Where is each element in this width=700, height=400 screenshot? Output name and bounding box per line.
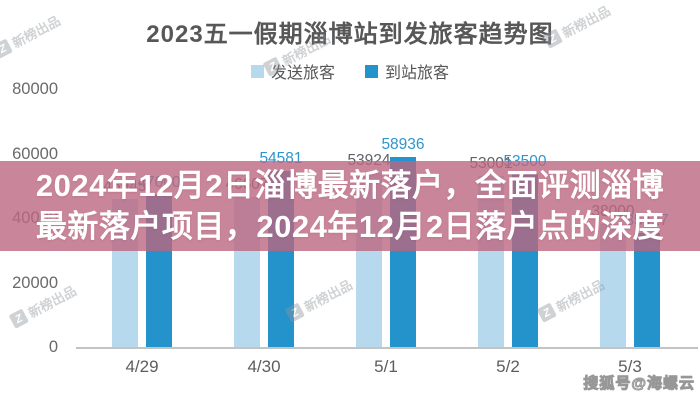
x-axis-tick-4-30: 4/30 [247, 357, 281, 376]
newrank-logo-icon: Z [0, 38, 13, 59]
newrank-watermark-6: Z 新榜出品 [536, 274, 608, 324]
newrank-logo-icon: Z [8, 308, 29, 329]
newrank-watermark-5: Z 新榜出品 [284, 274, 356, 324]
newrank-watermark-text: 新榜出品 [301, 277, 355, 315]
y-axis-tick-20000: 20000 [12, 273, 58, 292]
source-credit-watermark: 搜狐号@海螺云 [583, 375, 695, 393]
legend-label-arriving: 到站旅客 [385, 65, 450, 82]
legend-swatch-icon-departing [250, 64, 264, 78]
newrank-logo-icon: Z [536, 302, 557, 323]
legend-item-departing: 发送旅客 [250, 59, 335, 83]
x-axis-tick-5-3: 5/3 [618, 357, 642, 376]
y-axis-tick-80000: 80000 [12, 80, 58, 98]
y-axis-tick-0: 0 [48, 338, 58, 356]
chart-legend: 发送旅客 到站旅客 [0, 59, 700, 83]
banner-text-line-1: 2024年12月2日淄博最新落户，全面评测淄博 [35, 168, 665, 203]
overlay-title-banner: 2024年12月2日淄博最新落户，全面评测淄博 最新落户项目，2024年12月2… [0, 161, 700, 251]
bar-value-label-arriving-5-1: 58936 [381, 135, 425, 153]
x-axis-tick-4-29: 4/29 [125, 357, 159, 376]
banner-text-line-2: 最新落户项目，2024年12月2日落户点的深度 [35, 209, 665, 244]
x-axis-tick-5-2: 5/2 [496, 357, 520, 376]
legend-label-departing: 发送旅客 [270, 65, 335, 82]
legend-swatch-icon-arriving [365, 64, 378, 78]
bar-arriving-5-3 [634, 232, 660, 347]
x-axis-line [76, 347, 698, 349]
legend-item-arriving: 到站旅客 [365, 59, 449, 83]
chart-title: 2023五一假期淄博站到发旅客趋势图 [146, 21, 554, 48]
x-axis-tick-5-1: 5/1 [374, 357, 398, 376]
y-axis-tick-60000: 60000 [12, 144, 58, 163]
